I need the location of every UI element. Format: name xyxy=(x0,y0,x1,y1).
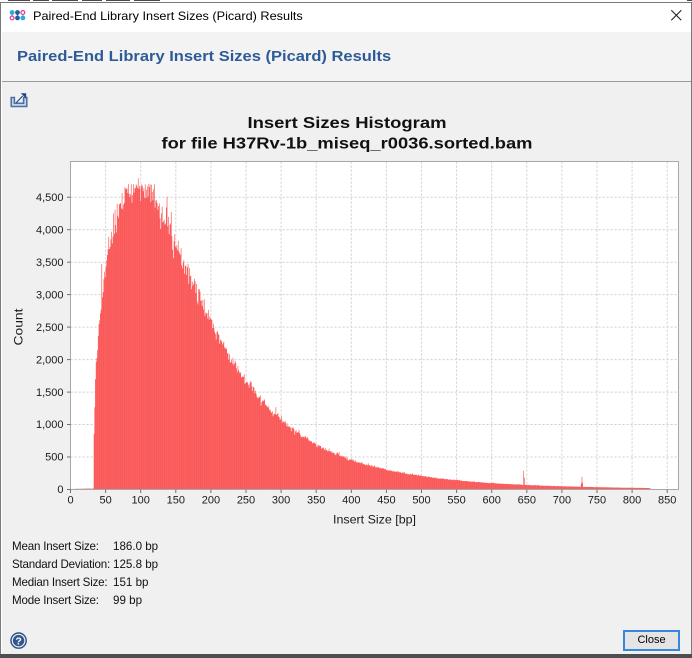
svg-text:200: 200 xyxy=(202,495,220,507)
svg-text:0: 0 xyxy=(67,495,73,507)
svg-text:Insert Size [bp]: Insert Size [bp] xyxy=(333,513,416,527)
svg-text:650: 650 xyxy=(518,495,536,507)
svg-text:?: ? xyxy=(15,635,21,647)
svg-text:400: 400 xyxy=(342,495,360,507)
svg-text:for file H37Rv-1b_miseq_r0036.: for file H37Rv-1b_miseq_r0036.sorted.bam xyxy=(162,135,533,152)
svg-text:850: 850 xyxy=(658,495,676,507)
svg-text:750: 750 xyxy=(588,495,606,507)
svg-text:Insert Sizes Histogram: Insert Sizes Histogram xyxy=(248,115,447,132)
svg-text:4,500: 4,500 xyxy=(36,192,64,204)
svg-text:350: 350 xyxy=(307,495,325,507)
svg-text:500: 500 xyxy=(412,495,430,507)
svg-text:1,000: 1,000 xyxy=(36,419,64,431)
svg-text:4,000: 4,000 xyxy=(36,224,64,236)
svg-text:0: 0 xyxy=(57,484,63,496)
svg-text:2,000: 2,000 xyxy=(36,354,64,366)
svg-text:3,500: 3,500 xyxy=(36,257,64,269)
svg-text:450: 450 xyxy=(377,495,395,507)
svg-text:2,500: 2,500 xyxy=(36,322,64,334)
svg-text:500: 500 xyxy=(45,452,63,464)
svg-text:100: 100 xyxy=(132,495,150,507)
svg-text:Count: Count xyxy=(12,308,26,346)
svg-text:800: 800 xyxy=(623,495,641,507)
svg-text:1,500: 1,500 xyxy=(36,387,64,399)
svg-text:150: 150 xyxy=(167,495,185,507)
svg-text:50: 50 xyxy=(99,495,111,507)
svg-text:300: 300 xyxy=(272,495,290,507)
svg-text:550: 550 xyxy=(447,495,465,507)
svg-text:700: 700 xyxy=(553,495,571,507)
svg-text:3,000: 3,000 xyxy=(36,289,64,301)
svg-text:600: 600 xyxy=(483,495,501,507)
svg-text:250: 250 xyxy=(237,495,255,507)
